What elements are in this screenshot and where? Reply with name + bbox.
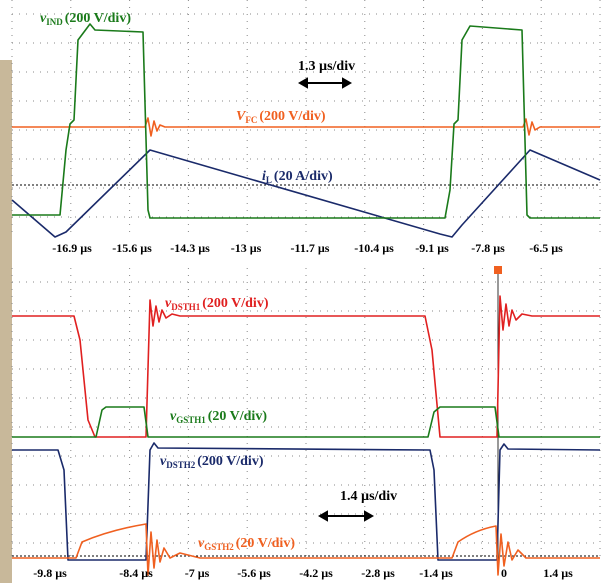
time-label: -6.5 µs [529,241,563,255]
scale: (20 V/div) [208,409,268,424]
subscript: L [266,175,272,185]
subscript: FC [245,115,257,125]
subscript: DSTH1 [171,302,201,312]
scale: (20 V/div) [236,536,296,551]
time-label: -2.8 µs [361,566,395,580]
time-label: 1.4 µs [543,566,573,580]
photo-edge [0,60,12,583]
time-label: -1.4 µs [419,566,453,580]
time-label: -16.9 µs [52,241,92,255]
time-scale: 1.4 µs/div [340,489,397,504]
time-label: -4.2 µs [299,566,333,580]
time-label: -8.4 µs [119,566,153,580]
time-label: -14.3 µs [170,241,210,255]
time-scale: 1.3 µs/div [298,59,355,74]
trigger-marker [494,266,502,274]
scale: (20 A/div) [274,169,333,184]
time-label: -9.8 µs [33,566,67,580]
subscript: GSTH2 [204,542,234,552]
time-label: 0 [501,566,507,580]
subscript: IND [46,17,63,27]
scale: (200 V/div) [65,11,132,26]
subscript: DSTH2 [166,460,196,470]
time-label: -7.8 µs [471,241,505,255]
scale: (200 V/div) [197,454,264,469]
time-label: -15.6 µs [112,241,152,255]
time-label: -10.4 µs [354,241,394,255]
time-label: -5.6 µs [237,566,271,580]
scale: (200 V/div) [259,109,326,124]
time-label: -13 µs [231,241,262,255]
scale: (200 V/div) [202,296,269,311]
time-label: -11.7 µs [291,241,330,255]
time-label: -7 µs [185,566,210,580]
scope-screenshot: vIND(200 V/div) VFC(200 V/div) iL(20 A/d… [0,0,603,583]
background [0,0,603,583]
time-label: -9.1 µs [415,241,449,255]
subscript: GSTH1 [176,415,206,425]
